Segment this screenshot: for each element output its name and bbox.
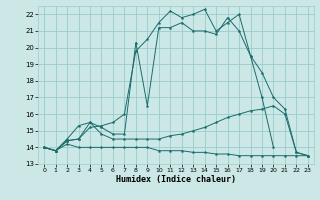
X-axis label: Humidex (Indice chaleur): Humidex (Indice chaleur) <box>116 175 236 184</box>
